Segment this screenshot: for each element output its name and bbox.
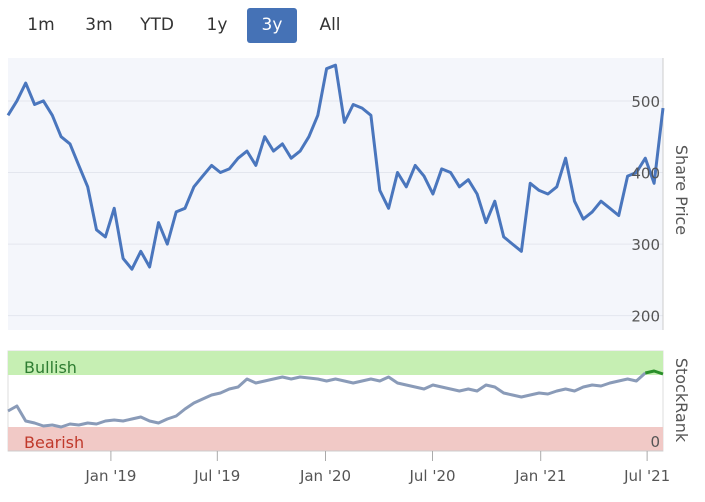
stockrank-axis-title: StockRank [672,358,691,443]
x-tick-label: Jan '20 [299,467,351,485]
range-button-all[interactable]: All [319,15,341,35]
price-series-line [6,63,665,271]
price-tick-label: 200 [631,308,660,326]
price-axis-title: Share Price [672,145,691,235]
bullish-label: Bullish [24,358,77,377]
price-tick-label: 300 [631,236,660,254]
range-button-3y[interactable]: 3y [247,8,297,43]
price-tick-label: 500 [631,93,660,111]
x-tick-label: Jan '21 [514,467,566,485]
stockrank-tick-label: 0 [650,433,660,451]
range-button-1m[interactable]: 1m [27,15,55,35]
x-tick-label: Jul '21 [623,467,670,485]
stockrank-tick-labels: 0 [650,433,660,451]
range-button-3m[interactable]: 3m [85,15,113,35]
price-grid [8,100,663,317]
stockrank-series-line [7,371,647,429]
price-tick-labels: 200 300 400 500 [631,93,660,326]
x-tick-label: Jan '19 [84,467,136,485]
range-button-1y[interactable]: 1y [206,15,228,35]
x-tick-label: Jul '20 [408,467,455,485]
price-plot-area [8,58,663,330]
stockrank-latest-segment [644,369,664,376]
bullish-zone [8,351,663,375]
x-axis-ticks: Jan '19 Jul '19 Jan '20 Jul '20 Jan '21 Jul '… [84,451,670,485]
x-tick-label: Jul '19 [193,467,240,485]
range-button-ytd[interactable]: YTD [140,15,174,35]
bearish-label: Bearish [24,433,84,452]
price-tick-label: 400 [631,165,660,183]
bearish-zone [8,427,663,451]
